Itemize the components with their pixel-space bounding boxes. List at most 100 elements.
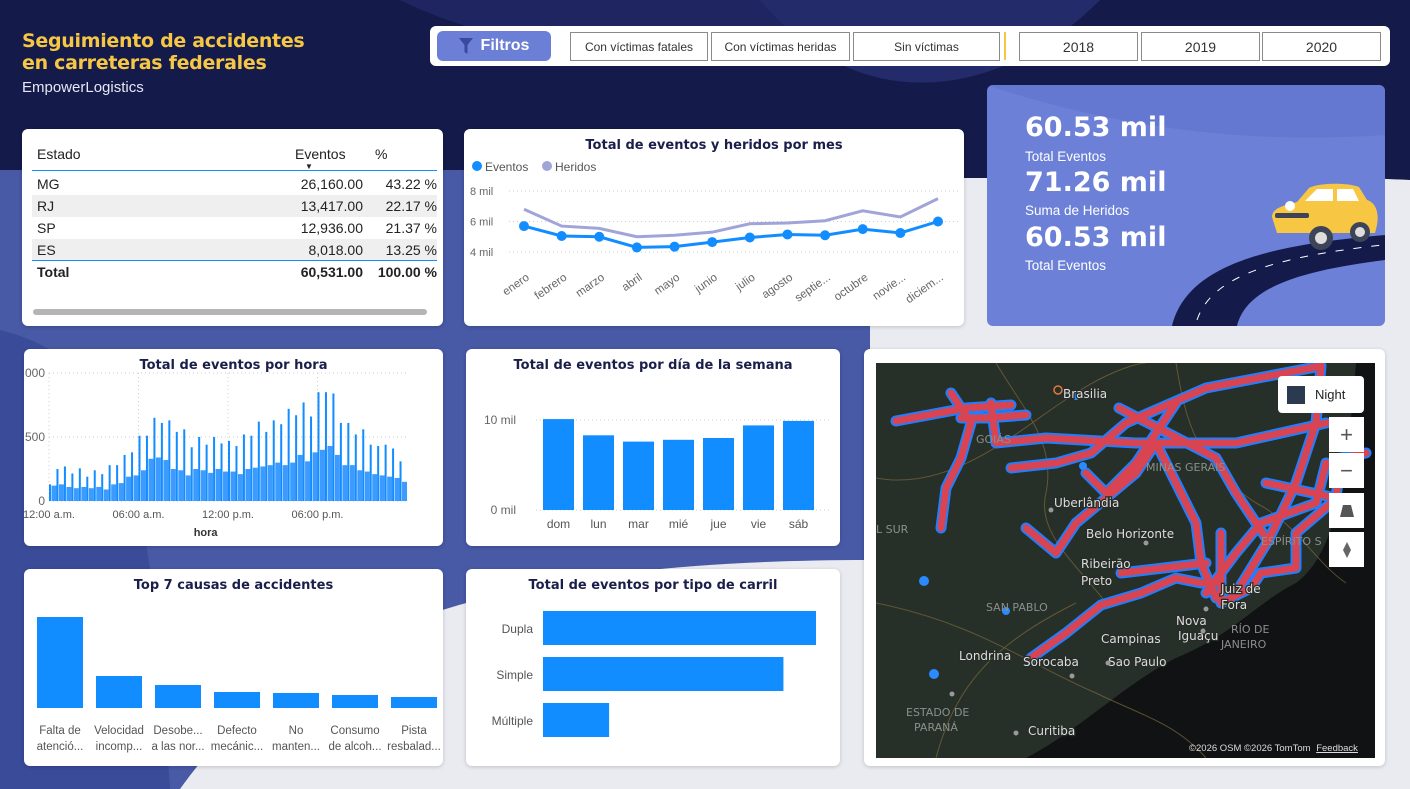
bar-base <box>133 475 139 501</box>
bar-lane <box>543 611 816 645</box>
map-city-label: Preto <box>1081 574 1112 588</box>
bar-lun <box>583 435 614 510</box>
map-city-label: Juiz de <box>1220 582 1261 596</box>
bar-peak <box>131 452 134 501</box>
map-card: Brasilia Uberlândia Belo Horizonte Ribeirão… <box>864 349 1385 766</box>
series-line-heridos <box>523 197 939 239</box>
map-region-label: PARANÁ <box>914 721 958 734</box>
x-tick-label: Falta de <box>39 725 81 737</box>
map-style-button[interactable]: Night <box>1278 376 1364 413</box>
year-2019[interactable]: 2019 <box>1141 32 1260 61</box>
data-point <box>556 230 567 241</box>
x-tick-label: lun <box>590 517 606 531</box>
column-header-eventos[interactable]: Eventos <box>295 146 346 162</box>
zoom-in-button[interactable]: + <box>1329 417 1364 452</box>
bar-base <box>66 486 72 501</box>
x-tick-label: enero <box>501 272 532 299</box>
x-tick-label: junio <box>692 272 720 296</box>
compass-icon <box>1342 541 1351 558</box>
bar-peak <box>108 465 111 501</box>
bar-base <box>245 469 251 501</box>
bar-base <box>155 457 161 501</box>
bar-peak <box>257 421 260 501</box>
bar-base <box>320 449 325 501</box>
y-tick-label: 6 mil <box>470 217 493 229</box>
x-tick-label: incomp... <box>96 741 143 753</box>
road-segment <box>892 389 1015 532</box>
bar-peak <box>377 445 380 501</box>
kpi-total-eventos-2-label: Total Eventos <box>1025 258 1107 273</box>
bar-base <box>148 458 154 501</box>
bar-jue <box>703 438 734 510</box>
weekday-chart-card: Total de eventos por día de la semana 0 … <box>466 349 840 546</box>
lane-chart-card: Total de eventos por tipo de carril Dupl… <box>466 569 840 766</box>
bar-base <box>58 484 64 501</box>
cell-estado: RJ <box>37 198 55 214</box>
cell-percent: 22.17 % <box>385 198 437 214</box>
data-point <box>933 216 943 227</box>
capital-marker <box>1053 385 1063 395</box>
x-tick-label: diciem... <box>904 272 946 306</box>
city-dot <box>1048 507 1054 513</box>
x-tick-label: mecánic... <box>211 741 263 753</box>
bar-base <box>252 467 258 501</box>
y-tick-label: Múltiple <box>492 714 534 728</box>
bar-lane <box>543 703 610 737</box>
map[interactable]: Brasilia Uberlândia Belo Horizonte Ribeirão… <box>876 363 1375 758</box>
table-row[interactable]: MG 26,160.00 43.22 % <box>32 173 437 195</box>
night-style-icon <box>1287 385 1305 404</box>
filter-fatal-victims[interactable]: Con víctimas fatales <box>570 32 708 61</box>
road-segment <box>1022 439 1220 602</box>
year-2018[interactable]: 2018 <box>1019 32 1138 61</box>
map-city-label: Brasilia <box>1063 387 1107 401</box>
cell-percent: 43.22 % <box>385 176 437 192</box>
filter-icon <box>458 38 473 54</box>
chart-title: Total de eventos por hora <box>139 358 328 373</box>
bar-peak <box>324 392 327 501</box>
tilt-button[interactable] <box>1329 493 1364 528</box>
bar-peak <box>213 437 216 501</box>
x-tick-label: abril <box>620 272 645 294</box>
compass-button[interactable] <box>1329 532 1364 567</box>
year-2020[interactable]: 2020 <box>1262 32 1381 61</box>
y-tick-label: 500 <box>25 430 45 444</box>
bar-base <box>402 481 407 501</box>
bar-peak <box>168 420 171 501</box>
filters-button[interactable]: Filtros <box>437 31 551 61</box>
filter-no-victims[interactable]: Sin víctimas <box>853 32 1000 61</box>
car-road-illustration <box>987 85 1385 326</box>
data-point <box>782 229 793 240</box>
bar-base <box>163 460 169 501</box>
zoom-out-button[interactable]: − <box>1329 453 1364 488</box>
table-row[interactable]: ES 8,018.00 13.25 % <box>32 239 437 261</box>
horizontal-scrollbar[interactable] <box>33 309 427 315</box>
map-region-label: ESPÍRITO S <box>1261 535 1322 548</box>
table-row[interactable]: RJ 13,417.00 22.17 % <box>32 195 437 217</box>
bar-peak <box>190 447 193 501</box>
column-header-percent[interactable]: % <box>375 146 388 162</box>
map-region-label: MINAS GERAIS <box>1146 461 1225 474</box>
bar-peak <box>153 417 156 501</box>
data-point <box>857 224 868 235</box>
table-row[interactable]: SP 12,936.00 21.37 % <box>32 217 437 239</box>
feedback-link[interactable]: Feedback <box>1316 743 1358 754</box>
x-tick-label: 12:00 p.m. <box>202 509 254 521</box>
bar-peak <box>63 466 66 501</box>
x-tick-label: octubre <box>832 272 870 304</box>
bar-base <box>118 483 124 501</box>
bar-peak <box>49 484 51 501</box>
kpi-total-eventos-label: Total Eventos <box>1025 149 1107 164</box>
map-region-label: RÍO DE <box>1231 623 1270 636</box>
x-tick-label: febrero <box>533 272 570 303</box>
chart-title: Total de eventos por tipo de carril <box>528 578 778 593</box>
bar-peak <box>175 431 178 501</box>
bar-base <box>141 470 146 501</box>
cell-eventos: 12,936.00 <box>300 220 363 236</box>
filter-injured-victims[interactable]: Con víctimas heridas <box>711 32 850 61</box>
bar-base <box>170 469 176 501</box>
bar-base <box>267 465 273 501</box>
monthly-line-chart-card: Total de eventos y heridos por mes Event… <box>464 129 964 326</box>
tilt-icon <box>1339 504 1354 517</box>
bar-peak <box>78 468 81 501</box>
column-header-estado[interactable]: Estado <box>37 146 81 162</box>
